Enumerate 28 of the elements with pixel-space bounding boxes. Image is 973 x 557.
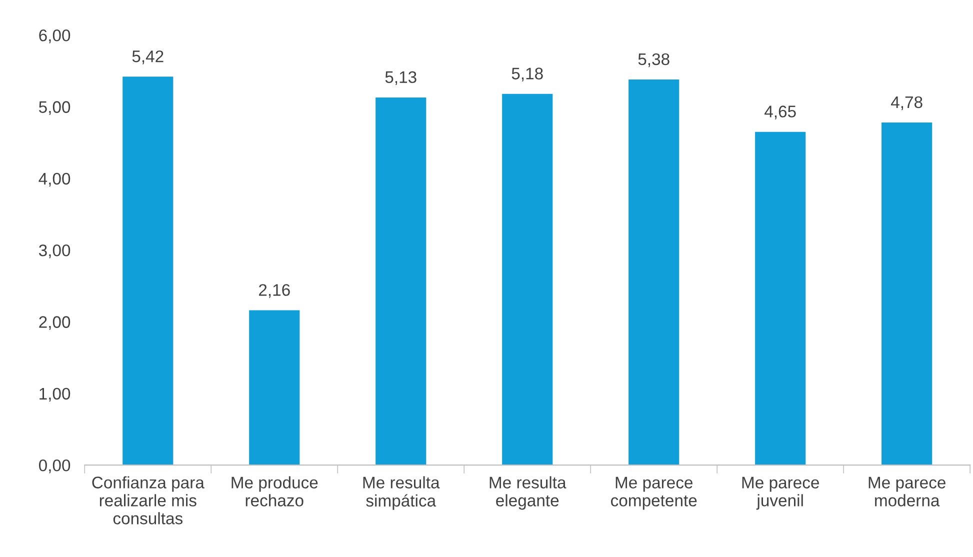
x-tick-label: Me parece moderna [868, 476, 946, 506]
data-label: 4,65 [764, 106, 796, 120]
y-tick-label: 2,00 [39, 316, 70, 330]
x-tick-label: Me resulta simpática [363, 476, 440, 510]
data-label: 5,38 [638, 53, 670, 68]
data-label: 5,42 [132, 50, 164, 64]
bar [628, 80, 680, 466]
y-tick-label: 0,00 [38, 459, 70, 474]
bar [122, 76, 174, 466]
bar [249, 310, 300, 466]
x-tick-label: Confianza para realizarle mis consultas [92, 476, 204, 524]
bar [376, 97, 426, 466]
bar [882, 122, 932, 466]
x-tick-label: Me resulta elegante [490, 476, 566, 510]
bar [755, 132, 806, 466]
x-tick-label: Me parece competente [611, 476, 697, 510]
y-tick-label: 5,00 [38, 101, 70, 115]
data-label: 4,78 [891, 96, 922, 110]
y-tick-label: 1,00 [40, 388, 70, 402]
y-tick-label: 3,00 [38, 244, 70, 258]
bar [502, 94, 553, 466]
x-tick-label: Me parece juvenil [742, 476, 819, 510]
y-tick-label: 4,00 [38, 172, 70, 187]
x-tick-label: Me produce rechazo [232, 476, 318, 506]
data-label: 2,16 [259, 284, 290, 298]
y-tick-label: 6,00 [39, 29, 70, 44]
data-label: 5,18 [512, 68, 543, 82]
data-label: 5,13 [385, 71, 416, 86]
